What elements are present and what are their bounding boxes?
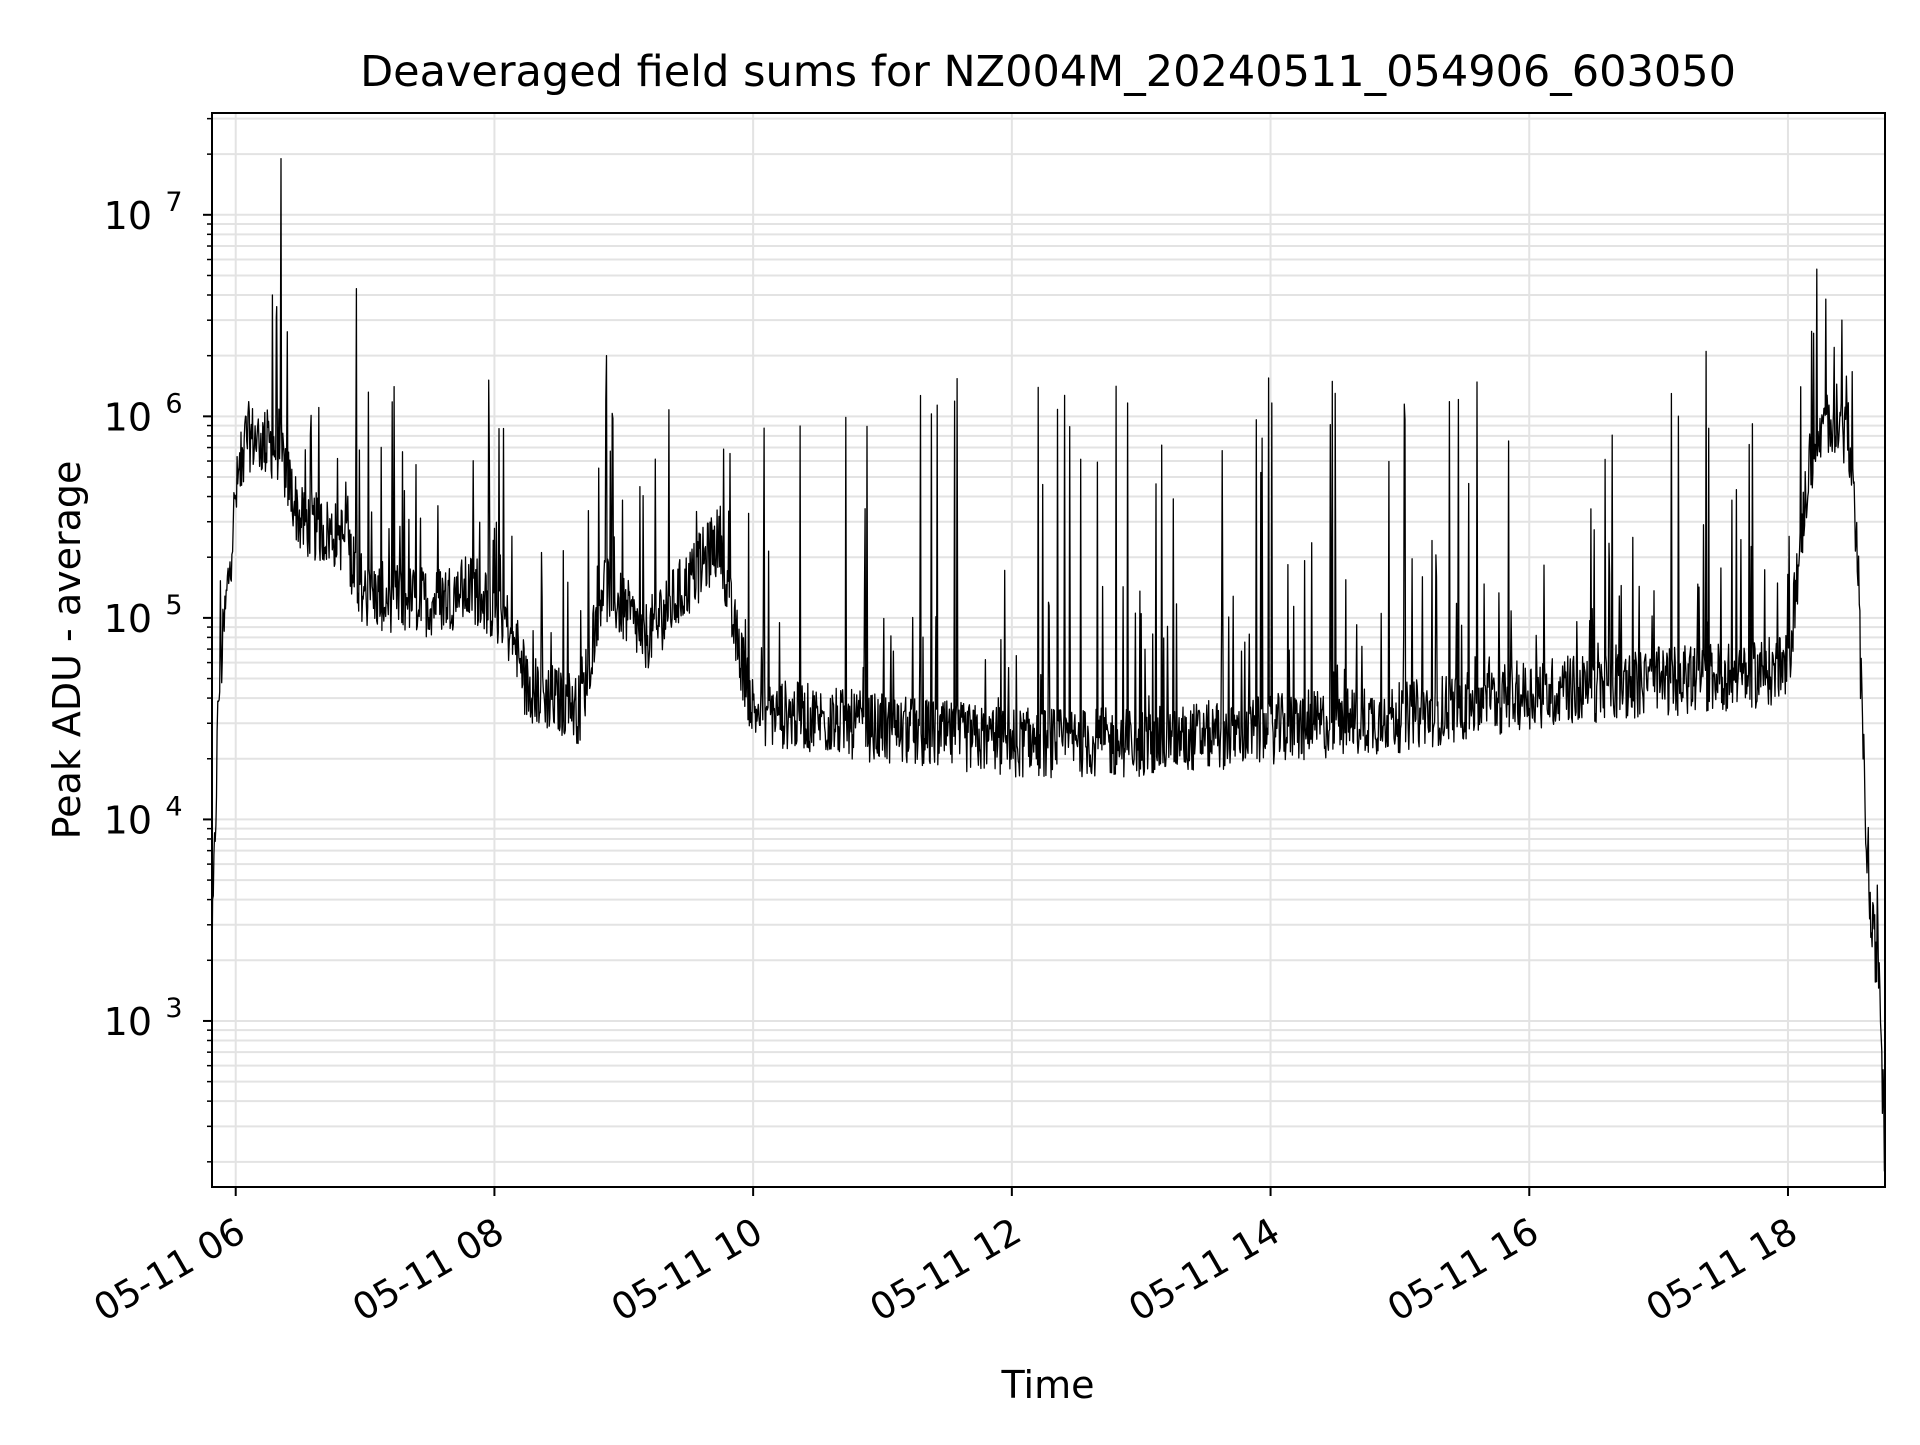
y-tick-exponent: 6 — [165, 388, 182, 419]
y-axis-label: Peak ADU - average — [45, 461, 89, 840]
y-tick-exponent: 4 — [165, 791, 182, 822]
series-layer — [211, 157, 1886, 1174]
y-tick-exponent: 5 — [165, 590, 182, 621]
y-tick-label: 10 — [104, 395, 152, 439]
plot-frame — [211, 112, 1886, 1188]
x-axis-label: Time — [1001, 1363, 1095, 1407]
y-tick-label: 10 — [104, 597, 152, 641]
y-tick-label: 10 — [104, 1000, 152, 1044]
y-tick-label: 10 — [104, 194, 152, 238]
y-tick-label: 10 — [104, 798, 152, 842]
y-tick-exponent: 7 — [165, 187, 182, 218]
series-line — [211, 157, 1886, 1174]
y-tick-exponent: 3 — [165, 993, 182, 1024]
chart-title: Deaveraged field sums for NZ004M_2024051… — [360, 47, 1736, 97]
